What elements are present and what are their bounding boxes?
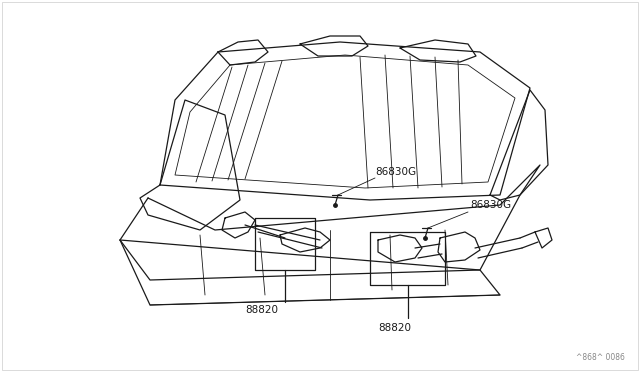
Text: 86830G: 86830G — [470, 200, 511, 210]
Text: 88820: 88820 — [246, 305, 278, 315]
Text: ^868^ 0086: ^868^ 0086 — [576, 353, 625, 362]
Text: 88820: 88820 — [378, 323, 412, 333]
Text: 86830G: 86830G — [375, 167, 416, 177]
